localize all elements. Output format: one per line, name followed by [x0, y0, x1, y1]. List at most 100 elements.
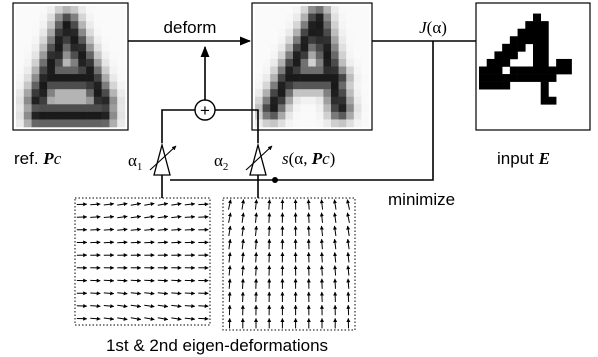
pixel	[354, 59, 362, 67]
pixel	[117, 44, 125, 52]
pixel	[323, 82, 331, 90]
pixel	[117, 29, 125, 37]
pixel	[86, 36, 94, 44]
pixel	[301, 6, 309, 14]
flow-arrow	[90, 217, 100, 218]
pixel	[32, 82, 40, 90]
pixel	[24, 97, 32, 105]
pixel	[255, 44, 263, 52]
pixel	[339, 104, 347, 112]
pixel	[308, 36, 316, 44]
flow-arrow	[171, 305, 181, 306]
pixel	[109, 97, 117, 105]
flow-arrow	[322, 213, 323, 223]
flow-arrow	[256, 239, 257, 249]
flow-arrow	[90, 306, 100, 307]
pixel	[39, 74, 47, 82]
pixel	[263, 36, 271, 44]
flow-arrow	[347, 213, 349, 223]
pixel	[278, 44, 286, 52]
pixel	[255, 29, 263, 37]
flow-arrow	[104, 280, 114, 281]
pixel	[301, 82, 309, 90]
pixel	[109, 59, 117, 67]
flow-arrow	[335, 266, 336, 276]
pixel	[331, 36, 339, 44]
pixel	[47, 21, 55, 29]
flow-arrow	[348, 266, 349, 276]
pixel	[55, 59, 63, 67]
pixel	[16, 44, 24, 52]
pixel	[78, 14, 86, 22]
pixel	[63, 14, 71, 22]
pixel	[102, 14, 110, 22]
pixel	[32, 97, 40, 105]
caption-text: input	[497, 149, 539, 168]
caption-sub: c	[54, 149, 62, 168]
pixel	[339, 89, 347, 97]
pixel	[102, 21, 110, 29]
pixel	[47, 36, 55, 44]
pixel	[86, 44, 94, 52]
pixel	[94, 67, 102, 75]
pixel	[94, 74, 102, 82]
pixel	[339, 74, 347, 82]
alpha-1: α1	[128, 151, 142, 173]
pixel	[301, 112, 309, 120]
pixel	[323, 97, 331, 105]
pixel	[47, 51, 55, 59]
pixel	[55, 21, 63, 29]
flow-arrow	[158, 204, 168, 206]
pixel	[525, 21, 533, 29]
pixel	[24, 112, 32, 120]
pixel	[78, 6, 86, 14]
pixel	[510, 36, 518, 44]
pixel	[255, 82, 263, 90]
flow-arrow	[158, 242, 168, 243]
flow-arrow	[242, 213, 243, 223]
flow-arrow	[229, 252, 230, 262]
pixel	[533, 14, 541, 22]
pixel	[285, 82, 293, 90]
pixel	[63, 89, 71, 97]
pixel	[55, 82, 63, 90]
pixel	[24, 74, 32, 82]
pixel	[270, 97, 278, 105]
pixel	[518, 74, 526, 82]
pixel	[339, 119, 347, 127]
pixel	[63, 51, 71, 59]
pixel	[354, 21, 362, 29]
flow-arrow	[322, 239, 323, 249]
pixel	[323, 6, 331, 14]
pixel	[16, 29, 24, 37]
pixel	[548, 97, 556, 105]
pixel	[293, 14, 301, 22]
flow-arrow	[171, 318, 181, 320]
flow-arrow	[335, 252, 336, 262]
pixel	[361, 29, 369, 37]
flow-arrow	[242, 200, 244, 210]
pixel	[71, 59, 79, 67]
pixel	[541, 59, 549, 67]
pixel	[278, 51, 286, 59]
flow-arrow	[335, 239, 336, 249]
pixel	[301, 104, 309, 112]
pixel	[510, 44, 518, 52]
pixel	[301, 44, 309, 52]
pixel	[63, 97, 71, 105]
pixel	[316, 21, 324, 29]
pixel	[71, 97, 79, 105]
pixel	[263, 67, 271, 75]
pixel	[331, 74, 339, 82]
flow-arrow	[256, 226, 257, 236]
flow-arrow	[104, 318, 114, 319]
pixel	[78, 36, 86, 44]
pixel	[339, 21, 347, 29]
pixel	[86, 119, 94, 127]
pixel	[94, 51, 102, 59]
pixel	[293, 6, 301, 14]
pixel	[55, 74, 63, 82]
flow-arrow	[198, 204, 208, 205]
pixel	[316, 82, 324, 90]
pixel	[263, 14, 271, 22]
